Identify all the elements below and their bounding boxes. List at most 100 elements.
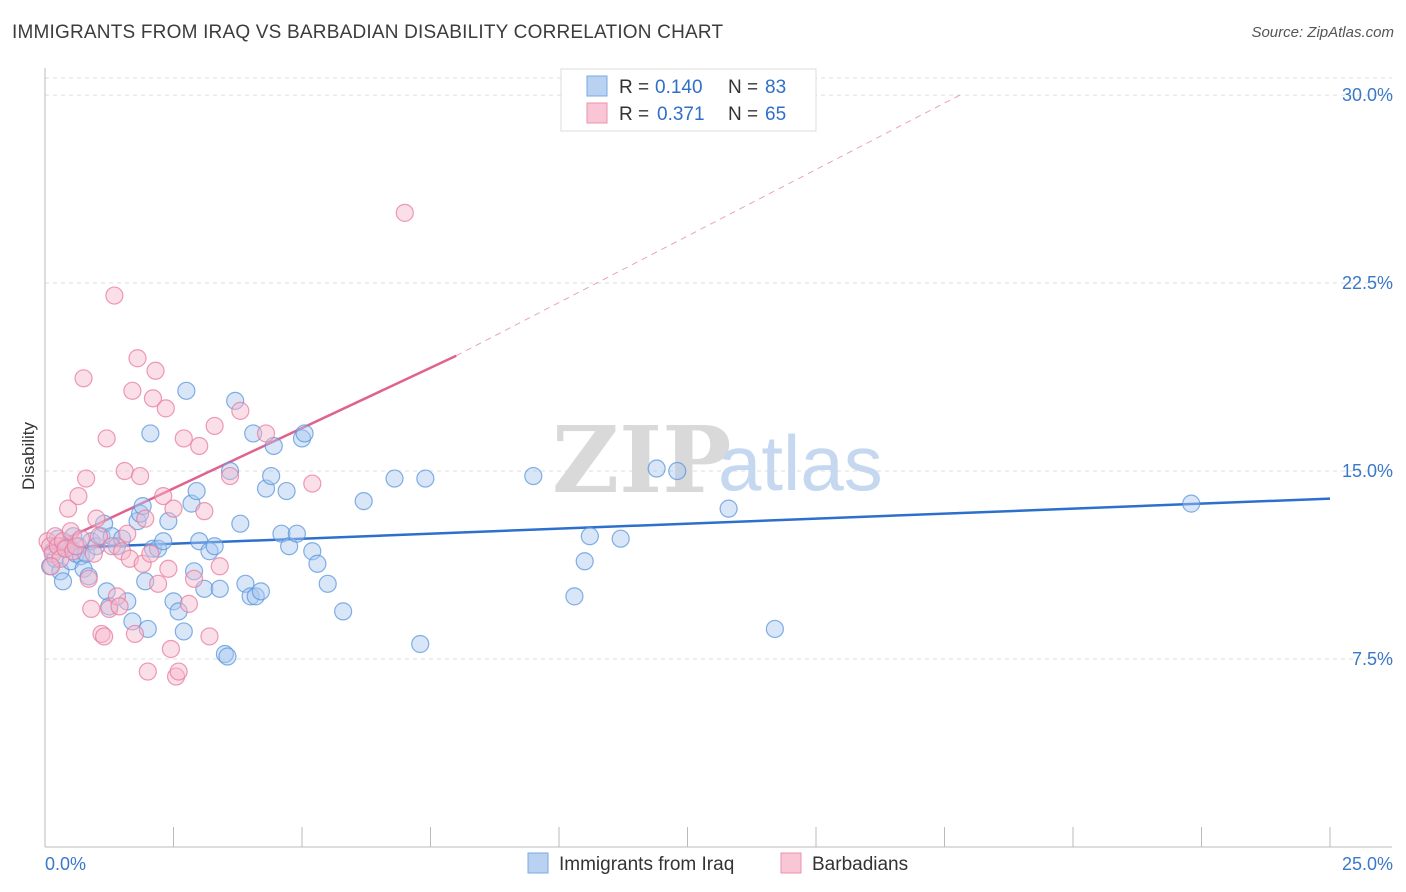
iraq-point [580,527,599,546]
iraq-point [1182,494,1201,513]
bottom-legend-label-iraq: Immigrants from Iraq [559,854,734,875]
barbadian-point [97,429,116,448]
bottom-legend: Immigrants from Iraq Barbadians [527,852,908,875]
barbadian-point [87,509,106,528]
barbadian-point [159,559,178,578]
barbadian-point [164,499,183,518]
watermark: ZIP atlas [552,406,883,514]
iraq-point [524,466,543,486]
barbadian-point [74,369,93,388]
iraq-point [765,619,784,639]
barbadian-point [200,627,219,646]
barbadian-point [136,509,155,528]
barbadian-point [148,574,168,593]
iraq-point [174,622,193,641]
iraq-point [164,592,183,611]
iraq-point [200,542,219,561]
iraq-point [575,552,594,571]
iraq-point [215,644,234,664]
watermark-zip: ZIP [552,406,731,514]
barbadian-point [205,416,224,436]
watermark-atlas: atlas [718,419,883,507]
legend-n-label-iraq: N = [728,77,758,98]
bottom-legend-swatch-barbadians [780,852,802,874]
barbadian-point [169,662,188,681]
iraq-point [354,492,373,511]
points-layer [38,203,1201,686]
iraq-point [97,582,116,601]
legend-n-label-barbadians: N = [728,104,758,125]
barbadian-point [84,544,103,563]
y-tick-label: 7.5% [1352,649,1393,669]
iraq-point [244,424,263,443]
barbadian-point [125,624,145,644]
bottom-legend-label-barbadians: Barbadians [812,854,908,875]
barbadian-point [179,594,199,613]
legend-r-label-barbadians: R = [619,104,649,125]
barbadian-point [42,557,61,576]
iraq-point [177,381,196,400]
barbadian-point [118,524,137,543]
iraq-point [308,554,327,573]
chart-title: IMMIGRANTS FROM IRAQ VS BARBADIAN DISABI… [12,22,724,43]
barbadian-point [115,461,134,481]
legend-r-label-iraq: R = [619,77,649,98]
legend-r-value-iraq: 0.140 [655,77,703,98]
iraq-point [251,582,270,601]
barbadian-point [82,599,101,618]
barbadian-point [143,389,163,408]
iraq-point [292,429,312,448]
bottom-legend-swatch-iraq [527,852,549,874]
barbadian-point [105,286,124,305]
barbadian-trend-extension [455,94,961,357]
top-legend: R = 0.140 N = 83 R = 0.371 N = 65 [560,68,817,132]
barbadian-trend-line [44,354,457,550]
barbadian-point [95,627,114,646]
iraq-point [411,634,430,654]
axis-layer: 7.5% 15.0% 22.5% 30.0% 0.0% 25.0% [44,68,1393,874]
y-tick-label: 30.0% [1342,85,1393,105]
legend-swatch-iraq [586,75,608,97]
barbadian-point [112,542,132,561]
barbadian-point [154,486,173,506]
iraq-point [318,574,337,593]
barbadian-point [89,527,109,546]
barbadian-point [190,436,209,456]
iraq-point [334,602,353,621]
iraq-point [668,461,687,481]
iraq-point [210,579,229,598]
iraq-point [141,424,160,443]
legend-n-value-barbadians: 65 [765,104,786,125]
legend-r-value-barbadians: 0.371 [657,104,705,125]
barbadian-point [210,557,229,576]
iraq-point [53,572,73,591]
iraq-point [143,539,163,558]
barbadian-point [146,361,165,380]
barbadian-point [128,349,147,368]
iraq-point [205,537,224,556]
barbadian-point [184,569,204,588]
barbadian-point [256,424,276,443]
barbadian-point [174,429,193,448]
x-tick-label: 0.0% [45,854,86,874]
barbadian-point [110,597,129,616]
iraq-point [184,562,204,581]
barbadian-point [395,203,414,222]
barbadian-point [130,466,150,486]
iraq-point [154,532,173,551]
barbadian-point [138,662,157,681]
y-axis-label: Disability [19,421,38,490]
barbadian-point [166,667,186,686]
iraq-point [218,647,237,666]
iraq-point [220,461,240,481]
barbadian-point [102,537,121,556]
barbadian-point [231,401,250,420]
iraq-point [169,602,188,621]
barbadian-point [141,544,160,563]
iraq-point [241,587,260,606]
iraq-point [246,587,265,606]
iraq-point [295,424,314,443]
barbadian-point [92,624,111,644]
iraq-point [647,459,666,478]
y-tick-label: 22.5% [1342,273,1393,293]
